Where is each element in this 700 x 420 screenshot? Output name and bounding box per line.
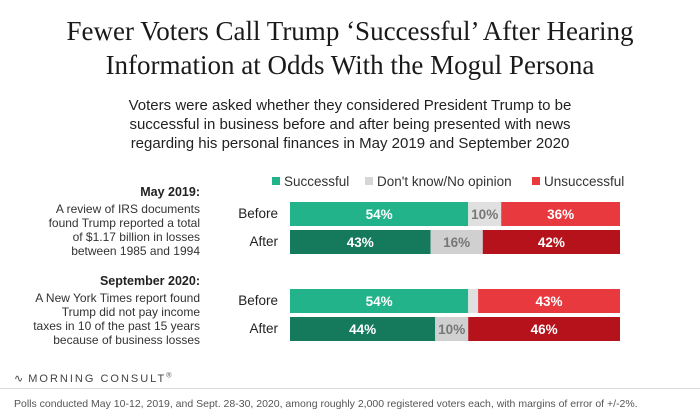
group-1-desc-line-1: A review of IRS documents (55, 202, 200, 216)
bar-segment-g2-after-dont-know (435, 317, 469, 341)
legend-swatch-successful (272, 177, 280, 185)
brand-registered-mark: ® (166, 372, 172, 380)
bar-segment-g1-after-dont-know (430, 230, 483, 254)
footer-divider (0, 388, 700, 389)
bar-segment-g1-before-unsuccessful (501, 202, 620, 226)
chart-subtitle: Voters were asked whether they considere… (80, 96, 620, 153)
data-label-g1-before-successful: 54% (366, 207, 393, 222)
data-label-g2-before-unsuccessful: 43% (536, 294, 563, 309)
data-label-g1-before-unsuccessful: 36% (547, 207, 574, 222)
legend-label-dont-know: Don't know/No opinion (377, 174, 512, 189)
legend-label-unsuccessful: Unsuccessful (544, 174, 625, 189)
brand-logo: ∿ MORNING CONSULT® (14, 372, 171, 385)
chart-title: Fewer Voters Call Trump ‘Successful’ Aft… (0, 14, 700, 82)
data-label-g1-before-dont-know: 10% (471, 207, 498, 222)
row-label-may-after: After (249, 234, 278, 249)
group-description-sep-2020: A New York Times report found Trump did … (0, 291, 200, 347)
brand-mark-icon: ∿ (14, 373, 24, 385)
group-1-desc-line-3: of $1.17 billion in losses (72, 230, 200, 244)
brand-name: MORNING CONSULT (28, 373, 167, 385)
bar-segment-g2-after-successful (290, 317, 436, 341)
bar-segment-g1-before-dont-know (468, 202, 502, 226)
row-label-may-before: Before (238, 206, 278, 221)
legend-swatch-unsuccessful (532, 177, 540, 185)
group-2-desc-line-1: A New York Times report found (35, 291, 200, 305)
group-title-may-2019: May 2019: (140, 185, 200, 199)
legend-item-dont-know: Don't know/No opinion (365, 174, 512, 189)
footnote: Polls conducted May 10-12, 2019, and Sep… (14, 398, 638, 410)
group-2-desc-line-2: Trump did not pay income (61, 305, 200, 319)
group-1-desc-line-2: found Trump reported a total (48, 216, 200, 230)
bar-segment-g2-after-unsuccessful (468, 317, 620, 341)
legend-item-unsuccessful: Unsuccessful (532, 174, 624, 189)
bar-segment-g1-after-unsuccessful (482, 230, 620, 254)
chart-subtitle-line-1: Voters were asked whether they considere… (128, 97, 572, 114)
group-1-desc-line-4: between 1985 and 1994 (71, 244, 200, 258)
bar-segment-g1-after-successful (290, 230, 431, 254)
legend-item-successful: Successful (272, 174, 349, 189)
bar-segment-g2-before-dont-know (468, 289, 479, 313)
data-label-g1-after-unsuccessful: 42% (538, 235, 565, 250)
data-label-g2-before-successful: 54% (366, 294, 393, 309)
legend-swatch-dont-know (365, 177, 373, 185)
chart-title-line-2: Information at Odds With the Mogul Perso… (105, 50, 595, 80)
legend: Successful Don't know/No opinion Unsucce… (0, 174, 700, 190)
row-label-sep-after: After (249, 321, 278, 336)
chart-title-line-1: Fewer Voters Call Trump ‘Successful’ Aft… (66, 16, 634, 46)
data-label-g2-after-successful: 44% (349, 322, 376, 337)
bar-segment-g1-before-successful (290, 202, 469, 226)
chart-subtitle-line-3: regarding his personal finances in May 2… (130, 135, 570, 152)
bar-segment-g2-before-successful (290, 289, 469, 313)
data-label-g2-after-dont-know: 10% (438, 322, 465, 337)
group-2-desc-line-4: because of business losses (53, 333, 200, 347)
data-label-g1-after-successful: 43% (347, 235, 374, 250)
group-title-sep-2020: September 2020: (99, 274, 200, 288)
legend-label-successful: Successful (284, 174, 350, 189)
row-label-sep-before: Before (238, 293, 278, 308)
data-label-g2-after-unsuccessful: 46% (531, 322, 558, 337)
bar-segment-g2-before-unsuccessful (478, 289, 620, 313)
data-label-g1-after-dont-know: 16% (443, 235, 470, 250)
chart-subtitle-line-2: successful in business before and after … (129, 116, 571, 133)
group-description-may-2019: A review of IRS documents found Trump re… (0, 202, 200, 258)
group-2-desc-line-3: taxes in 10 of the past 15 years (33, 319, 200, 333)
